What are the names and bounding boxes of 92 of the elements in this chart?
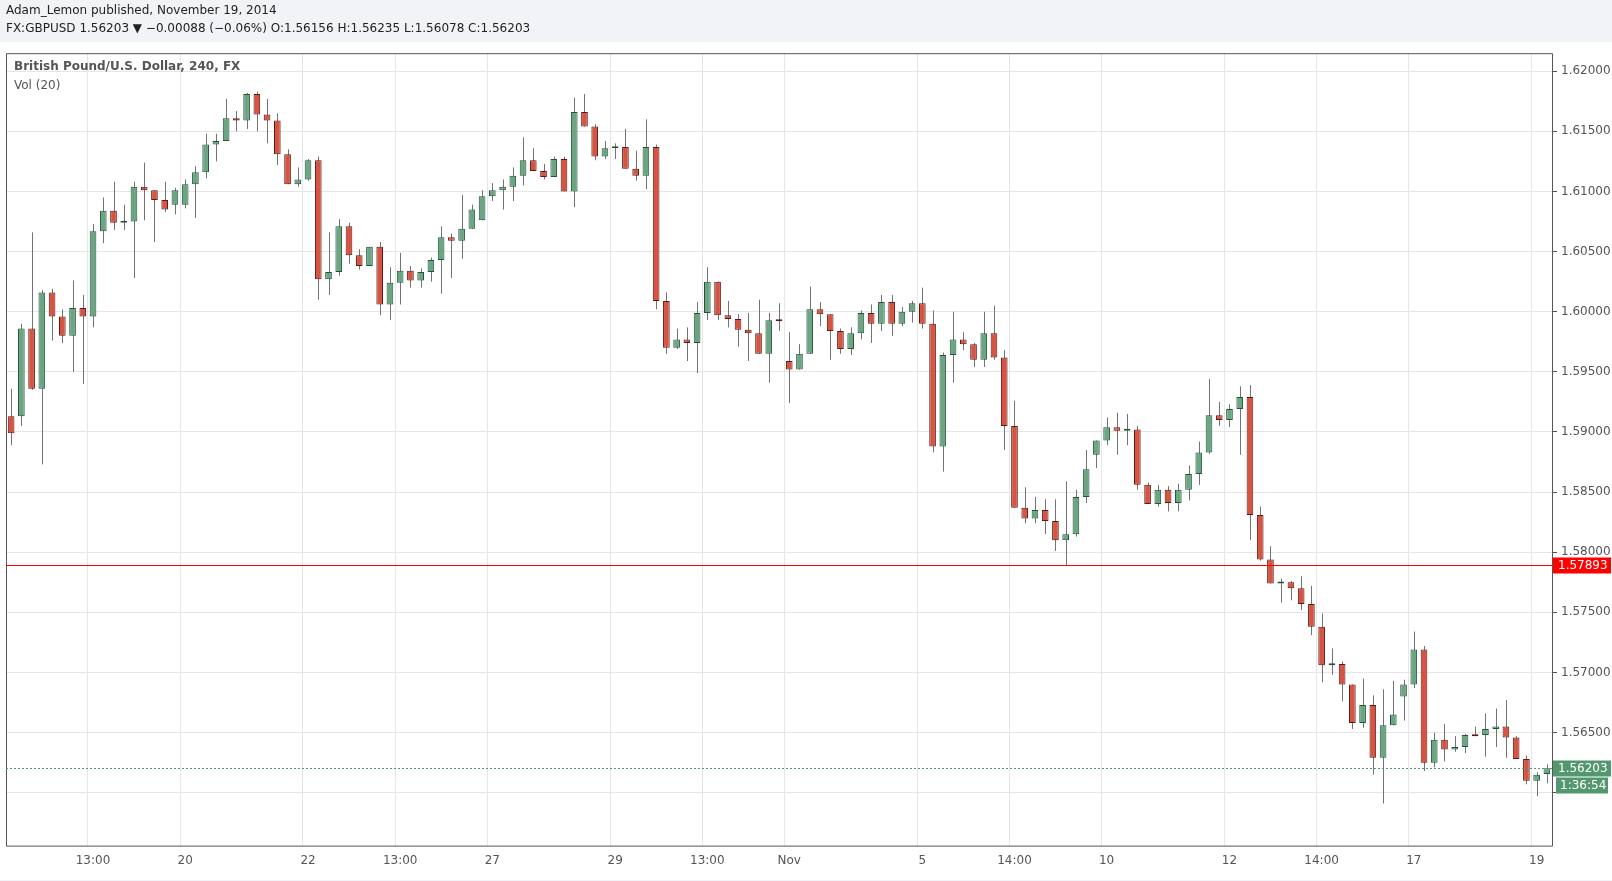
x-tick-label: 22 [300, 852, 316, 867]
candlestick [1021, 486, 1029, 524]
annotation: British Pound/U.S. Dollar, 240, FX [14, 59, 242, 74]
candlestick [79, 294, 87, 385]
y-tick-label: 1.61500 [1561, 123, 1611, 138]
x-tick-label: 19 [1529, 852, 1545, 867]
candlestick [212, 133, 220, 162]
ref-line-label: 1.56203 [1558, 760, 1608, 775]
chart-title: Adam_Lemon published, November 19, 2014 [6, 2, 278, 19]
annotation: Vol (20) [14, 78, 61, 93]
candlestick [161, 181, 169, 213]
candlestick [99, 196, 107, 244]
candlestick [785, 331, 793, 404]
candlestick [1031, 496, 1039, 524]
candlestick [919, 287, 926, 330]
x-tick-label: 29 [607, 852, 623, 867]
candlestick [1543, 763, 1551, 784]
candlestick [1389, 680, 1397, 726]
y-tick-label: 1.60500 [1561, 243, 1611, 258]
y-tick-label: 1.57500 [1561, 604, 1611, 619]
x-tick-label: 13:00 [690, 852, 725, 867]
text: 1:36:54 [1560, 777, 1607, 792]
candlestick [826, 313, 834, 361]
x-tick-label: 12 [1221, 852, 1238, 867]
x-tick-label: 14:00 [1304, 852, 1339, 867]
candlestick [1523, 754, 1530, 785]
candlestick [1482, 712, 1489, 758]
candlestick [1195, 441, 1203, 486]
candlestick [878, 294, 885, 332]
candlestick [1103, 417, 1110, 446]
x-tick-label: 20 [177, 852, 193, 867]
candlestick [1174, 483, 1182, 512]
candlestick [355, 248, 363, 271]
candlestick [151, 189, 158, 243]
candlestick [724, 300, 732, 328]
candlestick [837, 328, 844, 355]
x-tick-label: 5 [918, 852, 927, 867]
candlestick [489, 182, 496, 202]
candlestick [1533, 771, 1540, 797]
candlestick [448, 233, 455, 279]
candlestick [1215, 401, 1223, 427]
candlestick [1236, 385, 1244, 456]
candlestick [1154, 484, 1162, 508]
y-tick-label: 1.58000 [1561, 544, 1611, 559]
candlestick [816, 301, 824, 327]
x-tick-label: 14:00 [997, 852, 1032, 867]
candlestick [1226, 403, 1233, 428]
candlestick [908, 300, 916, 324]
candlestick [601, 140, 609, 160]
candlestick [172, 187, 178, 215]
candlestick [407, 265, 414, 289]
x-tick-label: Nov [777, 852, 801, 867]
candlestick [1041, 498, 1049, 535]
candlestick [847, 326, 854, 356]
candlestick [233, 110, 240, 132]
y-tick-label: 1.58500 [1561, 484, 1611, 499]
y-tick-label: 1.59500 [1561, 363, 1611, 378]
candlestick [58, 308, 66, 344]
candlestick [959, 331, 967, 351]
y-tick-label: 1.57000 [1561, 664, 1611, 679]
candlestick [417, 267, 424, 289]
candlestick [1359, 677, 1366, 729]
candlestick [1430, 732, 1438, 768]
chart-subtitle: FX:GBPUSD 1.56203 ▼ −0.00088 (−0.06%) O:1.56156 H:1.56235 L:1.56078 C:1.56203 [6, 21, 532, 37]
ref-line-label: 1.57893 [1558, 557, 1608, 572]
x-tick-label: 13:00 [75, 852, 111, 867]
candlestick [1185, 465, 1192, 501]
candlestick [1062, 480, 1069, 566]
candlestick [581, 93, 588, 128]
x-tick-label: 17 [1406, 852, 1422, 867]
candlestick [683, 326, 691, 362]
candlestick [509, 166, 517, 202]
candlestick [325, 231, 332, 296]
candlestick [1114, 412, 1120, 456]
y-tick-label: 1.61000 [1561, 183, 1611, 198]
candlestick [1441, 723, 1448, 762]
x-tick-label: 13:00 [382, 852, 418, 867]
candlestick [622, 128, 629, 170]
y-tick-label: 1.60000 [1561, 303, 1611, 318]
candlestick [632, 150, 639, 182]
candlestick [294, 166, 302, 188]
x-tick-label: 27 [484, 852, 500, 867]
candlestick [673, 328, 680, 350]
candlestick [396, 252, 404, 306]
candlestick [1052, 498, 1059, 552]
candlestick [182, 178, 188, 209]
x-tick-label: 10 [1098, 852, 1115, 867]
candlestick [888, 294, 895, 337]
y-tick-label: 1.56500 [1561, 724, 1611, 739]
y-tick-label: 1.62000 [1561, 63, 1611, 78]
y-tick-label: 1.59000 [1561, 424, 1611, 439]
candlestick [1308, 585, 1315, 636]
